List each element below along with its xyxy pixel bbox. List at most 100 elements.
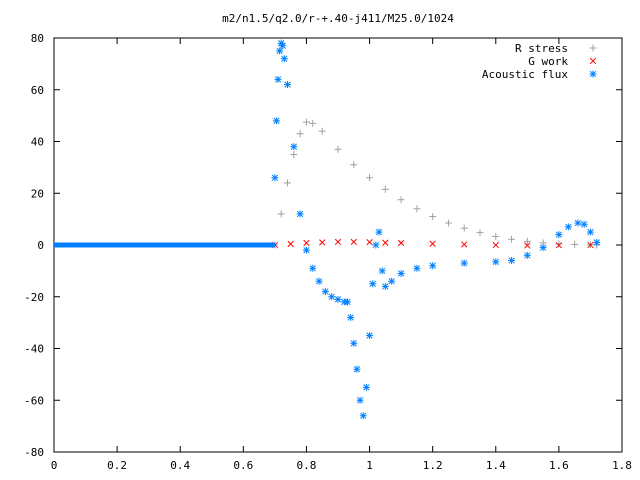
data-point: [343, 298, 351, 306]
data-point: [271, 174, 279, 182]
data-point: [381, 282, 389, 290]
y-tick-label: 20: [31, 187, 44, 200]
data-point: [382, 239, 389, 246]
x-tick-label: 0.8: [297, 459, 317, 472]
data-point: [564, 223, 572, 231]
y-tick-label: 40: [31, 136, 44, 149]
data-point: [539, 244, 547, 252]
data-point: [372, 241, 380, 249]
series-1: [271, 238, 594, 249]
data-point: [555, 242, 563, 249]
data-point: [460, 259, 468, 267]
data-point: [318, 127, 326, 135]
data-point: [353, 365, 361, 373]
x-tick-label: 0.2: [107, 459, 127, 472]
data-point: [523, 237, 531, 245]
data-point: [413, 264, 421, 272]
data-point: [375, 228, 383, 236]
data-point: [366, 239, 373, 246]
legend-marker: [589, 57, 597, 65]
data-point: [359, 412, 367, 420]
x-tick-label: 1.8: [612, 459, 632, 472]
data-point: [378, 267, 386, 275]
x-tick-label: 0: [51, 459, 58, 472]
data-point: [429, 213, 437, 221]
data-point: [334, 295, 342, 303]
x-tick-label: 1.2: [423, 459, 443, 472]
legend-label: R stress: [515, 42, 568, 55]
data-point: [274, 75, 282, 83]
y-tick-label: -60: [24, 394, 44, 407]
data-marks: [54, 39, 601, 420]
data-point: [587, 241, 594, 249]
chart-title: m2/n1.5/q2.0/r-+.40-j411/M25.0/1024: [222, 12, 454, 25]
data-point: [334, 145, 342, 153]
data-point: [290, 143, 298, 151]
data-point: [280, 55, 288, 63]
data-point: [593, 238, 601, 246]
data-point: [287, 240, 294, 248]
data-point: [315, 277, 323, 285]
data-point: [476, 229, 484, 237]
x-tick-label: 0.4: [170, 459, 190, 472]
data-point: [555, 240, 563, 248]
data-point: [492, 241, 499, 249]
data-point: [381, 185, 389, 193]
data-point: [523, 251, 531, 259]
data-point: [290, 150, 298, 158]
data-point: [347, 313, 355, 321]
data-point: [366, 332, 374, 340]
data-point: [492, 258, 500, 266]
data-point: [296, 130, 304, 138]
data-point: [492, 232, 500, 240]
legend-marker: [589, 70, 597, 78]
data-point: [284, 81, 292, 89]
data-point: [444, 219, 452, 227]
x-tick-label: 1.4: [486, 459, 506, 472]
data-point: [284, 179, 292, 187]
x-tick-label: 1: [366, 459, 373, 472]
data-point: [296, 210, 304, 218]
data-point: [388, 277, 396, 285]
data-point: [397, 269, 405, 277]
data-point: [460, 224, 468, 232]
data-point: [555, 231, 563, 239]
data-point: [369, 280, 377, 288]
y-tick-label: 60: [31, 84, 44, 97]
y-tick-label: 80: [31, 32, 44, 45]
series-0: [271, 118, 601, 249]
data-point: [362, 383, 370, 391]
y-tick-label: 0: [37, 239, 44, 252]
data-point: [508, 257, 516, 265]
data-point: [321, 288, 329, 296]
data-point: [328, 293, 336, 301]
data-point: [429, 262, 437, 270]
x-tick-label: 0.6: [233, 459, 253, 472]
data-point: [429, 240, 436, 247]
data-point: [277, 210, 285, 218]
data-point: [524, 242, 531, 249]
y-tick-label: -40: [24, 343, 44, 356]
y-tick-label: -20: [24, 291, 44, 304]
data-point: [397, 196, 405, 204]
data-point: [350, 339, 358, 347]
data-point: [508, 235, 516, 243]
data-point: [366, 174, 374, 182]
data-point: [580, 220, 588, 228]
data-point: [309, 264, 317, 272]
data-point: [302, 246, 310, 254]
data-point: [276, 47, 284, 55]
y-tick-label: -80: [24, 446, 44, 459]
data-point: [272, 117, 280, 125]
legend-marker: [589, 44, 597, 52]
data-point: [303, 239, 310, 247]
data-point: [350, 161, 358, 169]
data-point: [334, 238, 342, 246]
data-point: [397, 239, 405, 247]
data-point: [302, 118, 310, 126]
data-point: [586, 228, 594, 236]
series-2: [54, 39, 601, 420]
data-point: [571, 240, 579, 248]
